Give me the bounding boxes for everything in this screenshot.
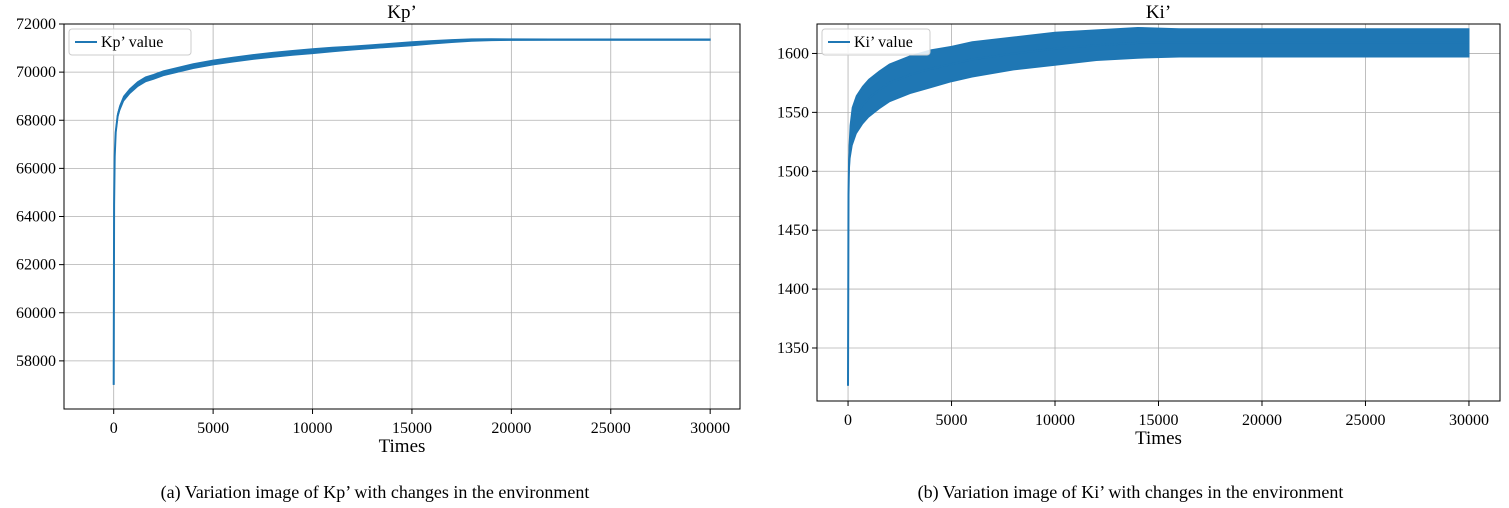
x-tick-label: 5000 [197,420,229,437]
x-tick-label: 15000 [392,420,432,437]
x-tick-label: 10000 [293,420,333,437]
y-tick-label: 68000 [16,112,56,129]
x-tick-label: 20000 [491,420,531,437]
x-tick-label: 30000 [1449,412,1489,429]
x-tick-label: 0 [844,412,852,429]
series-line-0 [847,41,1469,386]
x-tick-label: 25000 [1345,412,1385,429]
y-tick-label: 1450 [777,222,809,239]
series-line-0 [112,38,711,385]
y-tick-label: 72000 [16,16,56,33]
y-tick-label: 1550 [777,104,809,121]
x-tick-label: 25000 [591,420,631,437]
panel-kp: 0 5000 10000 15000 20000 25000 30000 58000 60000… [0,0,750,508]
chart-title: Kp’ [387,2,417,23]
x-tick-label: 0 [110,420,118,437]
x-tick-label: 20000 [1242,412,1282,429]
y-tick-label: 66000 [16,160,56,177]
chart-kp: 0 5000 10000 15000 20000 25000 30000 58000 60000… [16,2,741,457]
x-tick-label: 15000 [1139,412,1179,429]
chart-title: Ki’ [1146,2,1171,23]
chart-ki: 0 5000 10000 15000 20000 25000 30000 1350 1400 14… [777,2,1501,449]
y-tick-label: 62000 [16,257,56,274]
legend-box [821,28,931,56]
y-tick-label: 1400 [777,281,809,298]
legend-entry: Kp’ value [101,34,163,51]
y-tick-label: 1500 [777,163,809,180]
y-tick-label: 70000 [16,64,56,81]
x-axis-label: Times [379,436,426,457]
legend-entry: Ki’ value [854,34,913,51]
x-tick-label: 30000 [690,420,730,437]
y-tick-label: 1600 [777,45,809,62]
y-tick-label: 58000 [16,353,56,370]
caption-kp: (a) Variation image of Kp’ with changes … [160,482,590,502]
x-axis-label: Times [1135,428,1182,449]
legend-box [68,28,192,56]
panel-ki: 0 5000 10000 15000 20000 25000 30000 1350 1400 14… [752,0,1509,508]
y-tick-label: 64000 [16,209,56,226]
x-tick-label: 10000 [1035,412,1075,429]
caption-ki: (b) Variation image of Ki’ with changes … [917,482,1344,502]
x-tick-label: 5000 [936,412,968,429]
y-tick-label: 60000 [16,305,56,322]
y-tick-label: 1350 [777,340,809,357]
